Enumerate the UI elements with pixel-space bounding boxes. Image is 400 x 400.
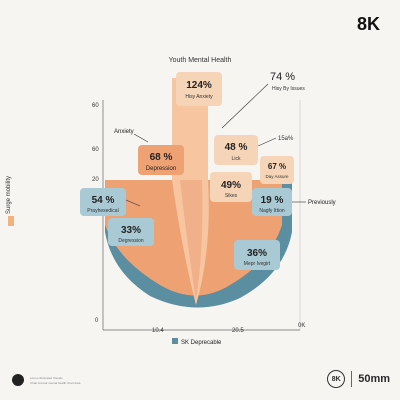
brand-logo: 8K — [356, 14, 380, 34]
callout-label: Sikes — [225, 193, 238, 199]
callout-33: 33% Degression — [108, 218, 154, 246]
footer-divider — [351, 371, 353, 387]
y-tick-label: 60 — [92, 147, 99, 153]
callout-leader — [257, 137, 277, 147]
callout-box — [210, 172, 252, 202]
x-tick-label: 0K — [298, 323, 305, 329]
callout-tag: 15a% — [278, 136, 294, 142]
callout-label: Degression — [118, 238, 144, 244]
callout-box — [176, 72, 222, 106]
callout-leader — [125, 199, 141, 207]
callout-48: 48 % Lick 15a% — [214, 135, 294, 165]
chart-title: Youth Mental Health — [169, 57, 232, 64]
callout-label: Prayhesedical — [87, 208, 118, 214]
legend-swatch — [172, 338, 178, 344]
callout-leader — [133, 133, 149, 143]
callout-value: 49% — [221, 180, 241, 191]
footer-line: Lorem illustrated Visuals — [30, 375, 63, 380]
callout-value: 36% — [247, 248, 267, 259]
callout-box — [234, 240, 280, 270]
callout-box — [260, 156, 294, 184]
camera-spec: 50mm — [358, 373, 390, 385]
callout-value: 124% — [186, 80, 212, 91]
callout-label: Nagfy Ittion — [259, 208, 285, 214]
callout-box — [138, 145, 184, 175]
callout-label: Mepr Ivegirt — [244, 261, 271, 267]
callout-tag: Previously — [308, 200, 336, 206]
footer-credit: Lorem illustrated Visuals Chart Annual m… — [12, 374, 80, 386]
y-tick-label: 20 — [92, 177, 99, 183]
callout-box — [108, 218, 154, 246]
callout-36: 36% Mepr Ivegirt — [234, 240, 280, 270]
x-tick-label: 10.4 — [152, 328, 164, 334]
callout-74: 74 % Hisy By Issues — [221, 71, 305, 129]
callout-box — [252, 188, 292, 216]
area-center-dark — [180, 180, 203, 300]
callout-leader — [221, 83, 269, 129]
callout-label: Lick — [232, 156, 241, 162]
callout-67: 67 % Day Assure — [260, 156, 294, 184]
callout-value: 54 % — [92, 195, 115, 206]
x-tick-label: 20.5 — [232, 328, 244, 334]
callout-box — [214, 135, 258, 165]
callout-value: 74 % — [270, 71, 295, 83]
callout-box — [80, 188, 126, 216]
footer-logo-icon — [12, 374, 24, 386]
y-tick-label: 0 — [95, 318, 99, 324]
callout-label: Depression — [146, 166, 176, 172]
callout-value: 33% — [121, 225, 141, 236]
callout-value: 48 % — [225, 142, 248, 153]
side-legend-swatch — [8, 216, 14, 226]
footer-line: Chart Annual mental health chart data — [30, 380, 81, 385]
callout-label: Day Assure — [265, 174, 289, 179]
callout-tag: Anxiety — [114, 129, 134, 135]
callout-68: Anxiety 68 % Depression — [114, 129, 184, 175]
legend-label: SK Deprecable — [181, 340, 222, 346]
callout-value: 19 % — [261, 195, 284, 206]
callout-label: Hisy Anxiety — [185, 94, 213, 100]
callout-label: Hisy By Issues — [272, 86, 305, 92]
callout-49: 49% Sikes — [210, 172, 252, 202]
callout-value: 68 % — [150, 152, 173, 163]
callout-value: 67 % — [268, 162, 286, 171]
callout-19: 19 % Nagfy Ittion Previously — [252, 188, 336, 216]
y-tick-label: 60 — [92, 103, 99, 109]
callout-124: 124% Hisy Anxiety — [176, 72, 222, 106]
camera-badge: 8K — [327, 370, 346, 388]
footer-camera: 8K 50mm — [327, 370, 390, 388]
callout-54: 54 % Prayhesedical — [80, 188, 141, 216]
